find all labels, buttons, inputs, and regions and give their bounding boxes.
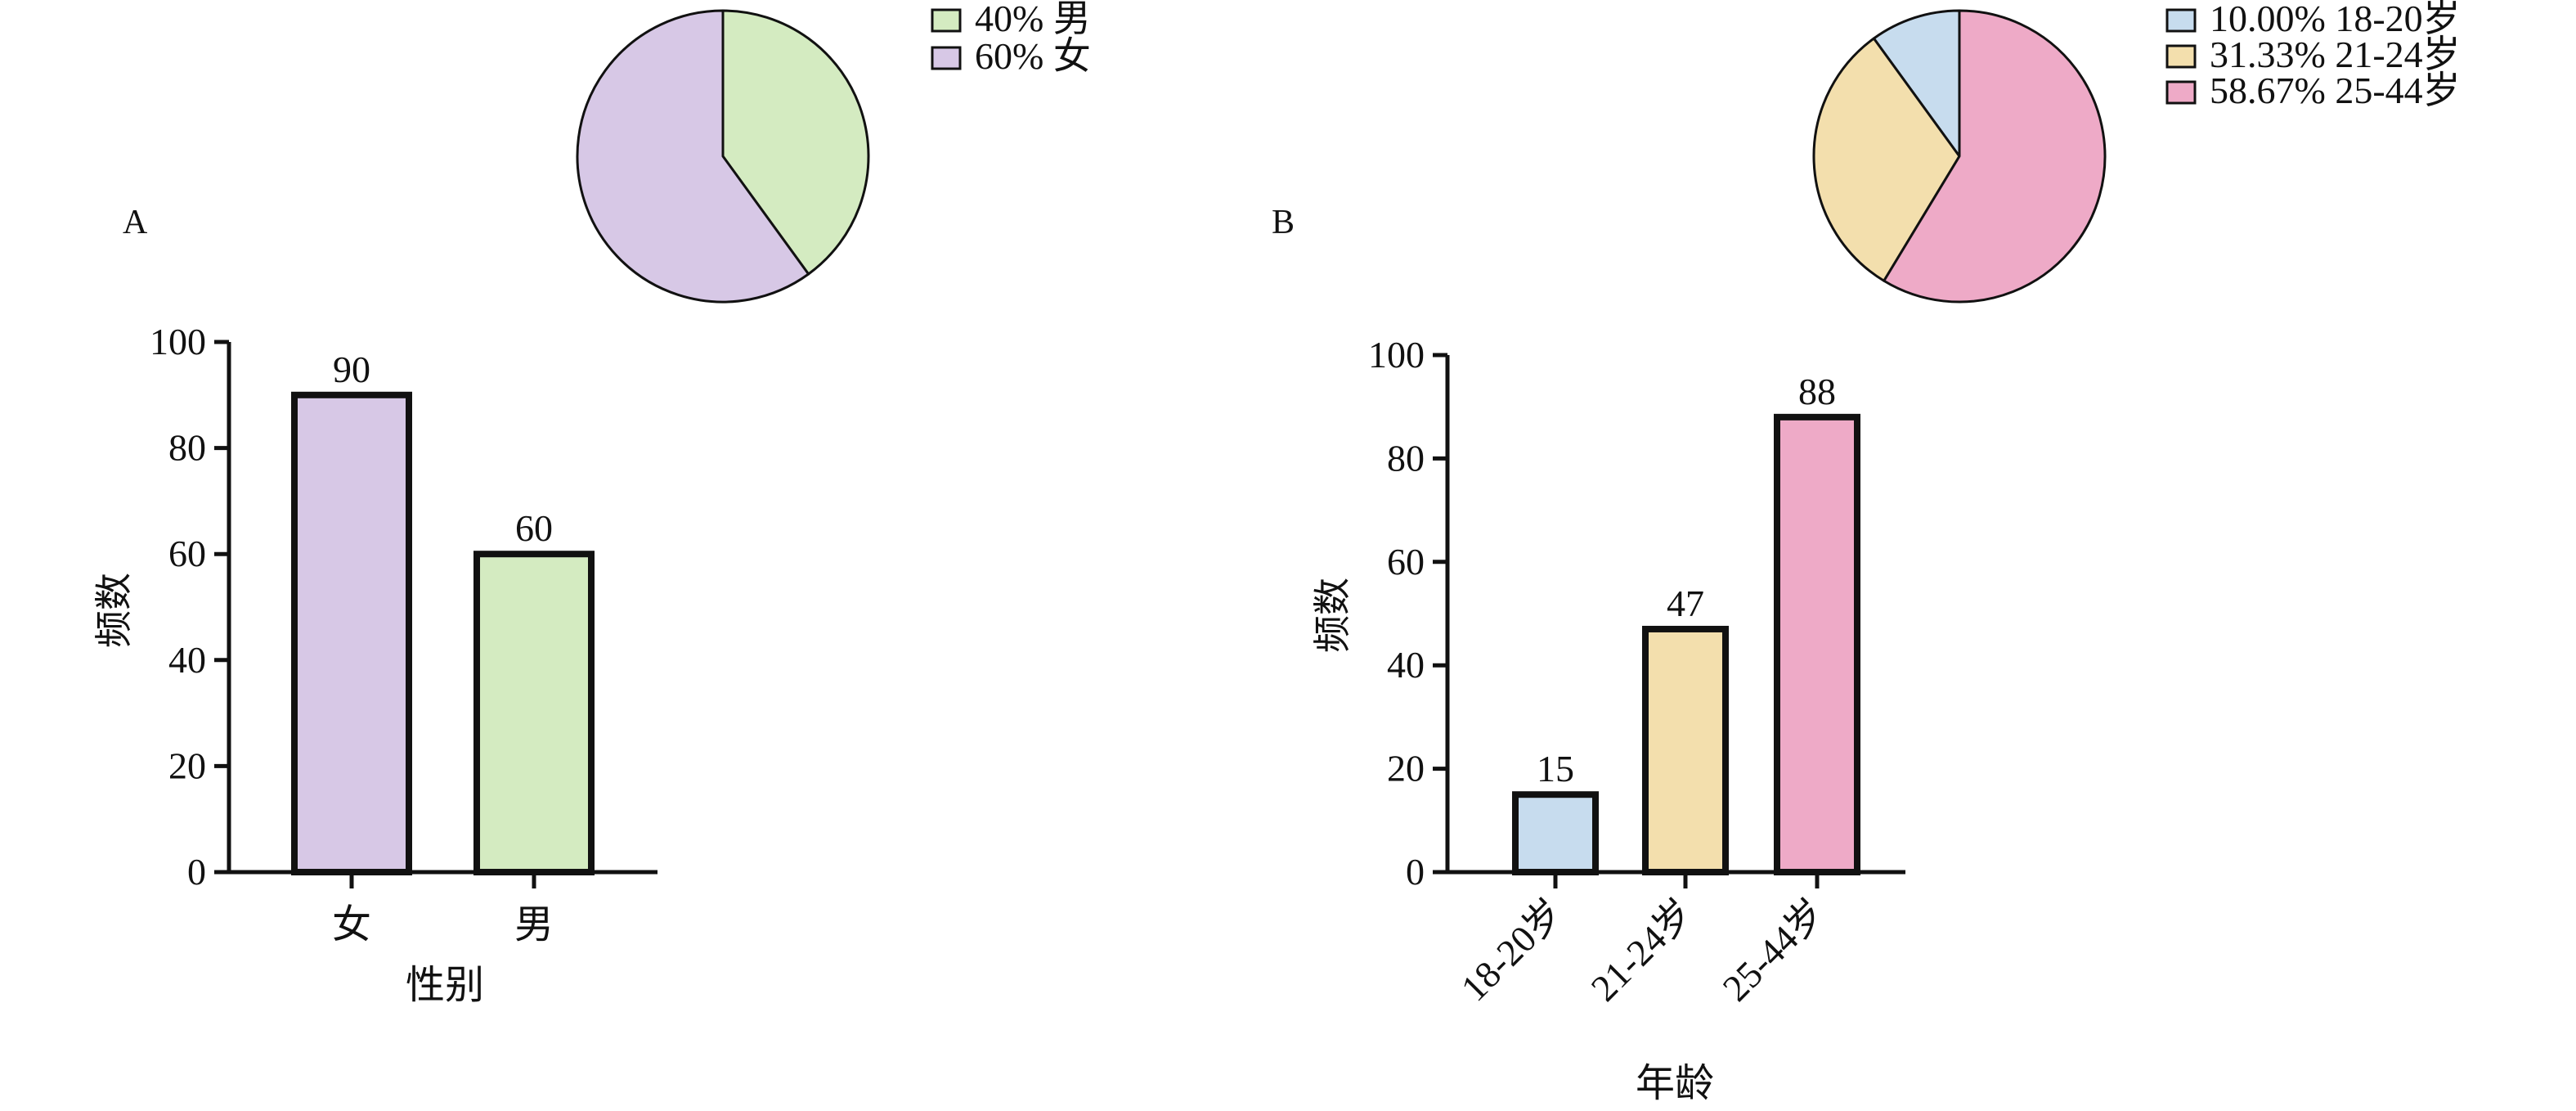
pie-legend-gender: 40% 男60% 女 bbox=[931, 0, 1091, 77]
y-tick-label: 60 bbox=[1387, 541, 1425, 582]
y-tick-label: 20 bbox=[168, 744, 206, 786]
data-label: 15 bbox=[1537, 748, 1574, 789]
x-tick-label: 男 bbox=[514, 903, 554, 947]
data-label: 90 bbox=[333, 349, 370, 390]
bar bbox=[291, 391, 412, 875]
data-label: 47 bbox=[1667, 582, 1704, 624]
y-tick-label: 0 bbox=[187, 851, 206, 893]
legend-swatch bbox=[2165, 80, 2197, 105]
legend-swatch bbox=[931, 8, 962, 33]
legend-label: 31.33% 21-24岁 bbox=[2210, 34, 2461, 75]
y-tick-label: 100 bbox=[1368, 334, 1425, 376]
x-axis-label-age: 年龄 bbox=[1636, 1062, 1714, 1105]
bar bbox=[1512, 791, 1599, 876]
pie-slice bbox=[721, 9, 870, 276]
panel-label-b: B bbox=[1272, 204, 1295, 241]
x-tick-label: 25-44岁 bbox=[1715, 891, 1833, 1009]
legend-swatch bbox=[2165, 8, 2197, 33]
panel-label-a: A bbox=[123, 204, 148, 241]
legend-swatch bbox=[931, 46, 962, 70]
pie-slice bbox=[1883, 9, 2107, 304]
pie-slice bbox=[1872, 9, 1961, 158]
pie-slice bbox=[1812, 37, 1961, 282]
y-tick-label: 60 bbox=[168, 533, 206, 574]
pie-chart-age bbox=[1812, 9, 2107, 304]
legend-label: 60% 女 bbox=[975, 35, 1091, 77]
x-tick-label: 21-24岁 bbox=[1583, 891, 1701, 1009]
bar-chart-age: 频数 年龄 0 20 40 60 80 100 15 18-20岁 47 21-24岁 88 25-4… bbox=[1312, 334, 1905, 1105]
bar bbox=[473, 551, 595, 875]
y-axis-label-age: 频数 bbox=[1312, 578, 1353, 653]
legend-label: 10.00% 18-20岁 bbox=[2210, 0, 2461, 39]
y-tick-label: 80 bbox=[168, 427, 206, 469]
y-tick-label: 0 bbox=[1406, 851, 1425, 893]
bar bbox=[1774, 413, 1860, 875]
pie-slice bbox=[576, 9, 810, 304]
legend-swatch bbox=[2165, 44, 2197, 69]
y-tick-label: 100 bbox=[150, 321, 206, 362]
data-label: 88 bbox=[1798, 371, 1836, 412]
x-tick-label: 18-20岁 bbox=[1453, 891, 1571, 1009]
x-axis-label-gender: 性别 bbox=[406, 964, 484, 1007]
y-tick-label: 20 bbox=[1387, 748, 1425, 789]
y-tick-label: 40 bbox=[168, 639, 206, 681]
bar bbox=[1642, 625, 1729, 876]
y-axis-label-gender: 频数 bbox=[93, 573, 135, 648]
legend-label: 58.67% 25-44岁 bbox=[2210, 70, 2461, 111]
legend-label: 40% 男 bbox=[975, 0, 1091, 39]
pie-chart-gender bbox=[576, 9, 870, 304]
x-tick-label: 女 bbox=[332, 903, 371, 947]
y-tick-label: 40 bbox=[1387, 644, 1425, 686]
data-label: 60 bbox=[515, 507, 553, 549]
y-tick-label: 80 bbox=[1387, 437, 1425, 479]
bar-chart-gender: 频数 性别 0 20 40 60 80 100 90 女 60 男 bbox=[93, 321, 657, 1007]
